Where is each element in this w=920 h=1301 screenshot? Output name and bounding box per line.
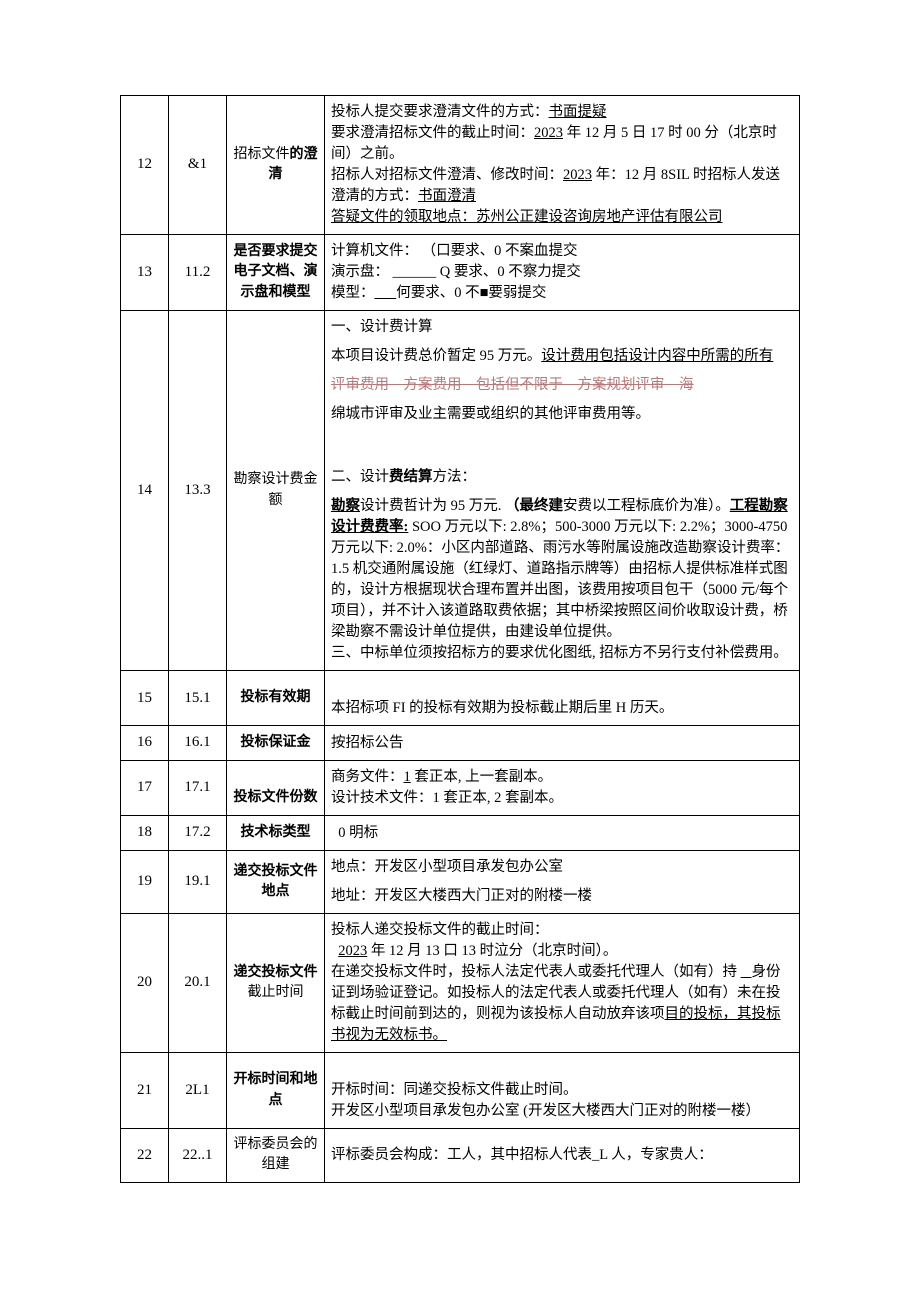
table-body: 12&1招标文件的澄清投标人提交要求澄清文件的方式：书面提疑要求澄清招标文件的截… (121, 96, 800, 1183)
row-ref: 17.2 (169, 816, 227, 851)
row-index: 12 (121, 96, 169, 235)
row-ref: 13.3 (169, 311, 227, 671)
row-title: 是否要求提交电子文档、演示盘和模型 (227, 235, 325, 311)
row-ref: 20.1 (169, 913, 227, 1052)
row-index: 18 (121, 816, 169, 851)
row-index: 14 (121, 311, 169, 671)
row-ref: 11.2 (169, 235, 227, 311)
row-title: 技术标类型 (227, 816, 325, 851)
row-content: 地点：开发区小型项目承发包办公室地址：开发区大楼西大门正对的附楼一楼 (325, 850, 800, 913)
row-content: 评标委员会构成：工人，其中招标人代表_L 人，专家贵人： (325, 1129, 800, 1183)
row-content: 商务文件：1 套正本, 上一套副本。设计技术文件：1 套正本, 2 套副本。 (325, 761, 800, 816)
table-row: 1616.1投标保证金按招标公告 (121, 726, 800, 761)
row-title: 评标委员会的组建 (227, 1129, 325, 1183)
table-row: 12&1招标文件的澄清投标人提交要求澄清文件的方式：书面提疑要求澄清招标文件的截… (121, 96, 800, 235)
table-row: 1817.2技术标类型 0 明标 (121, 816, 800, 851)
row-content: 开标时间：同递交投标文件截止时间。开发区小型项目承发包办公室 (开发区大楼西大门… (325, 1053, 800, 1129)
row-title: 开标时间和地点 (227, 1053, 325, 1129)
row-content: 0 明标 (325, 816, 800, 851)
row-index: 13 (121, 235, 169, 311)
table-row: 1919.1递交投标文件地点地点：开发区小型项目承发包办公室地址：开发区大楼西大… (121, 850, 800, 913)
row-content: 按招标公告 (325, 726, 800, 761)
row-title: 递交投标文件地点 (227, 850, 325, 913)
row-index: 20 (121, 913, 169, 1052)
row-index: 21 (121, 1053, 169, 1129)
table-row: 1413.3勘察设计费金额一、设计费计算本项目设计费总价暂定 95 万元。设计费… (121, 311, 800, 671)
row-ref: 2L1 (169, 1053, 227, 1129)
row-content: 投标人递交投标文件的截止时间： 2023 年 12 月 13 口 13 时泣分（… (325, 913, 800, 1052)
row-content: 计算机文件： （口要求、0 不案血提交演示盘： ______ Q 要求、0 不察… (325, 235, 800, 311)
row-index: 17 (121, 761, 169, 816)
row-content: 本招标项 FI 的投标有效期为投标截止期后里 H 历天。 (325, 671, 800, 726)
row-content: 一、设计费计算本项目设计费总价暂定 95 万元。设计费用包括设计内容中所需的所有… (325, 311, 800, 671)
table-row: 1717.1投标文件份数商务文件：1 套正本, 上一套副本。设计技术文件：1 套… (121, 761, 800, 816)
table-row: 2222..1评标委员会的组建评标委员会构成：工人，其中招标人代表_L 人，专家… (121, 1129, 800, 1183)
row-ref: 19.1 (169, 850, 227, 913)
row-content: 投标人提交要求澄清文件的方式：书面提疑要求澄清招标文件的截止时间：2023 年 … (325, 96, 800, 235)
row-title: 勘察设计费金额 (227, 311, 325, 671)
row-ref: &1 (169, 96, 227, 235)
row-ref: 17.1 (169, 761, 227, 816)
bid-data-table: 12&1招标文件的澄清投标人提交要求澄清文件的方式：书面提疑要求澄清招标文件的截… (120, 95, 800, 1183)
table-row: 1311.2是否要求提交电子文档、演示盘和模型计算机文件： （口要求、0 不案血… (121, 235, 800, 311)
row-ref: 22..1 (169, 1129, 227, 1183)
row-title: 投标保证金 (227, 726, 325, 761)
row-ref: 16.1 (169, 726, 227, 761)
row-index: 16 (121, 726, 169, 761)
row-ref: 15.1 (169, 671, 227, 726)
row-title: 招标文件的澄清 (227, 96, 325, 235)
row-index: 15 (121, 671, 169, 726)
row-index: 22 (121, 1129, 169, 1183)
row-index: 19 (121, 850, 169, 913)
row-title: 递交投标文件截止时间 (227, 913, 325, 1052)
table-row: 2020.1递交投标文件截止时间投标人递交投标文件的截止时间： 2023 年 1… (121, 913, 800, 1052)
table-row: 212L1开标时间和地点开标时间：同递交投标文件截止时间。开发区小型项目承发包办… (121, 1053, 800, 1129)
row-title: 投标有效期 (227, 671, 325, 726)
table-row: 1515.1投标有效期本招标项 FI 的投标有效期为投标截止期后里 H 历天。 (121, 671, 800, 726)
row-title: 投标文件份数 (227, 761, 325, 816)
